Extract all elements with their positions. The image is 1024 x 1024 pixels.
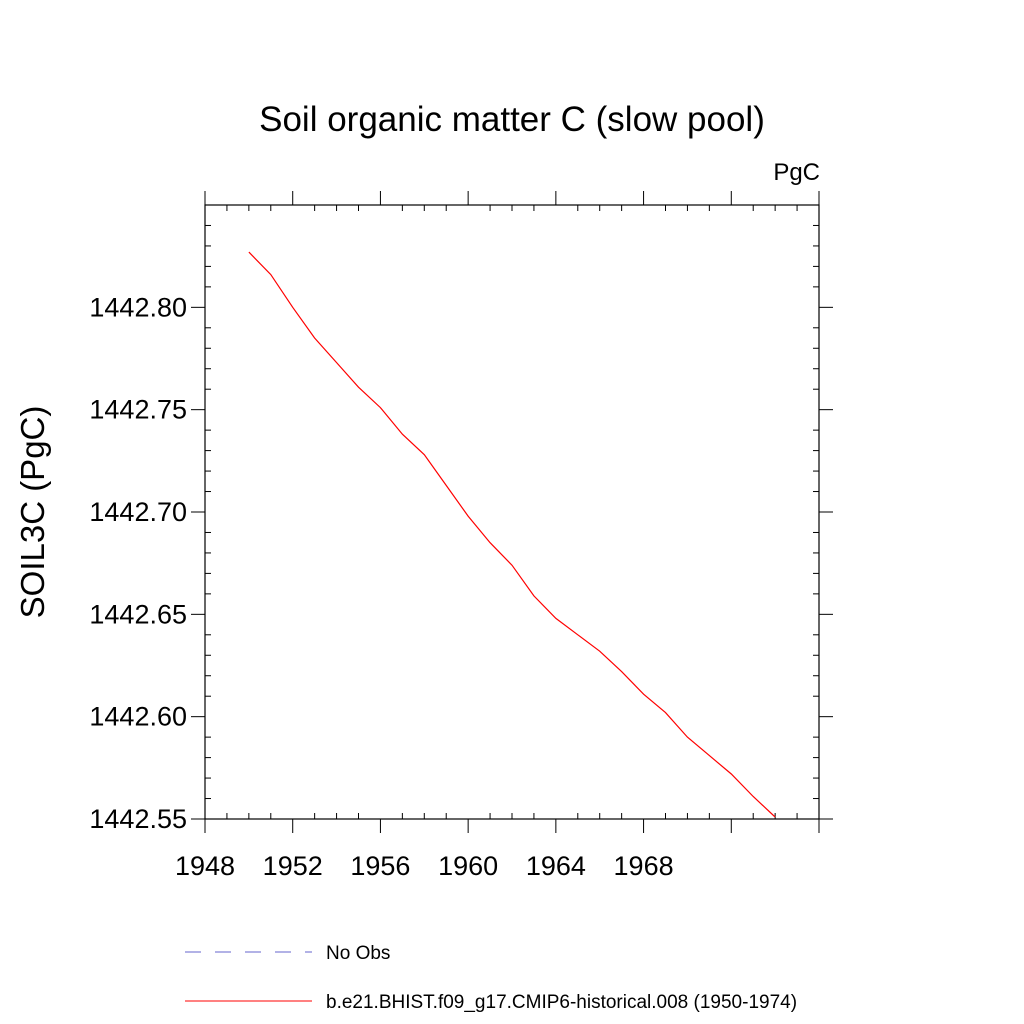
units-label: PgC [773,159,820,186]
legend-label: b.e21.BHIST.f09_g17.CMIP6-historical.008… [326,992,797,1013]
x-tick-label: 1956 [350,851,410,881]
x-tick-label: 1964 [526,851,586,881]
y-axis-label: SOIL3C (PgC) [14,406,51,619]
axis-ticks [191,191,833,833]
legend: No Obs b.e21.BHIST.f09_g17.CMIP6-historic… [185,943,797,1013]
legend-label: No Obs [326,943,390,964]
y-tick-label: 1442.70 [89,497,187,527]
y-tick-label: 1442.55 [89,804,187,834]
x-tick-label: 1948 [175,851,235,881]
series-group [248,251,776,818]
plot-frame [204,204,820,820]
chart-title: Soil organic matter C (slow pool) [259,100,765,139]
y-tick-labels: 1442.55 1442.60 1442.65 1442.70 1442.75 1442.… [89,292,187,834]
x-tick-labels: 1948 1952 1956 1960 1964 1968 [175,851,674,881]
y-tick-label: 1442.80 [89,292,187,322]
y-tick-label: 1442.65 [89,599,187,629]
y-tick-label: 1442.60 [89,702,187,732]
x-tick-label: 1952 [263,851,323,881]
series-line [248,251,776,818]
x-tick-label: 1960 [438,851,498,881]
x-tick-label: 1968 [614,851,674,881]
y-tick-label: 1442.75 [89,395,187,425]
